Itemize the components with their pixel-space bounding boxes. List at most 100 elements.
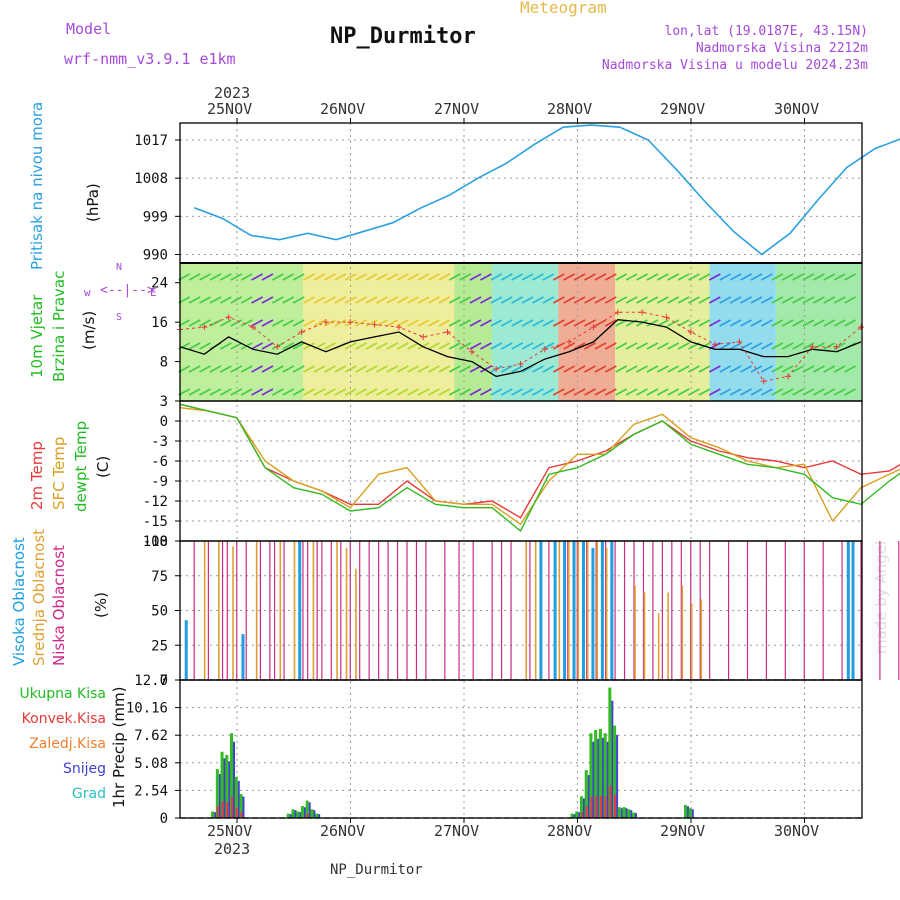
wind-barb	[573, 365, 586, 373]
wind-barb	[417, 273, 430, 281]
compass-w: w	[84, 286, 91, 299]
precip-snow-bar	[611, 700, 614, 818]
cloud-high-bar	[241, 634, 245, 680]
wind-barb	[386, 319, 399, 327]
precip-snow-bar	[578, 812, 581, 818]
wind-barb	[500, 342, 513, 350]
wind-barb	[646, 388, 659, 396]
cloud-high-bar	[600, 541, 604, 680]
precip-total-bar	[575, 811, 579, 818]
precip-total-bar	[296, 811, 300, 818]
precip-conv-bar	[604, 796, 607, 818]
wind-barb	[500, 365, 513, 373]
wind-speed-line	[179, 319, 862, 378]
wind-barb	[209, 273, 222, 281]
wind-barb	[792, 296, 804, 304]
wind-barb	[230, 319, 243, 327]
wind-barb	[844, 365, 856, 373]
wind-gust-marker	[274, 343, 281, 350]
wind-barb	[740, 296, 752, 304]
wind-barb	[604, 273, 617, 281]
precip-snow-bar	[237, 780, 240, 818]
wind-barb	[240, 273, 253, 281]
wind-barb	[802, 319, 815, 327]
wind-barb	[438, 296, 451, 304]
precip-total-bar	[220, 751, 224, 818]
wind-barb	[313, 388, 326, 396]
panel-background	[180, 123, 862, 263]
wind-barb	[355, 296, 367, 304]
wind-barb	[844, 296, 856, 304]
wind-barb	[271, 319, 284, 327]
wind-barb	[251, 342, 263, 350]
wind-barb	[407, 319, 420, 327]
wind-barb	[199, 388, 211, 396]
wind-barb	[261, 273, 274, 281]
wind-barb	[760, 388, 773, 396]
wind-barb	[188, 365, 201, 373]
wind-barb	[604, 365, 617, 373]
precip-snow-bar	[616, 734, 619, 818]
wind-barb	[303, 365, 315, 373]
precip-snow-bar	[214, 812, 217, 818]
wind-barb	[188, 319, 201, 327]
wind-barb	[438, 388, 451, 396]
wind-barb	[677, 273, 690, 281]
wind-barb	[594, 388, 607, 396]
wind-gust-marker	[420, 333, 427, 340]
wind-barb	[781, 273, 794, 281]
model-label: Model	[66, 20, 112, 38]
wind-barb	[604, 319, 617, 327]
wind-barb	[230, 365, 243, 373]
wind-barb	[324, 365, 336, 373]
wind-barb	[521, 388, 534, 396]
wind-barb	[833, 365, 846, 373]
precip-snow-bar	[313, 810, 316, 818]
wind-gust-marker	[639, 309, 646, 316]
wind-barb	[459, 365, 472, 373]
wind-barb	[740, 388, 752, 396]
precip-conv-bar	[235, 807, 238, 818]
precip-total-bar	[613, 725, 617, 818]
wind-barb	[417, 342, 430, 350]
compass-arrows: <--|-->	[100, 283, 155, 298]
wind-barb	[230, 296, 243, 304]
wind-barb	[688, 273, 700, 281]
footer-station: NP_Durmitor	[330, 862, 423, 878]
wind-gust-marker	[760, 378, 767, 385]
wind-barb	[760, 319, 773, 327]
precip-snow-bar	[582, 798, 585, 818]
wind-barb	[521, 365, 534, 373]
wind-barb	[438, 273, 451, 281]
wind-barb	[344, 273, 357, 281]
year-bottom: 2023	[214, 840, 251, 858]
wind-barb	[740, 342, 752, 350]
wind-barb	[417, 296, 430, 304]
wind-barb	[698, 273, 711, 281]
wind-barb	[219, 319, 232, 327]
wind-barb	[604, 388, 617, 396]
wind-barb	[376, 296, 388, 304]
temp-tick-label: -6	[151, 454, 168, 470]
cloud-tick-label: 50	[151, 604, 168, 620]
wind-barb	[386, 273, 399, 281]
wind-barb	[469, 365, 482, 373]
wind-barb	[760, 365, 773, 373]
precip-tick-label: 7.62	[134, 728, 168, 744]
day-label-bottom: 30NOV	[774, 822, 820, 840]
cloud-high-bar	[846, 541, 850, 680]
wind-barb	[532, 319, 544, 327]
wind-barb	[719, 296, 732, 304]
cloud-high-bar	[553, 541, 557, 680]
wind-gust-marker	[347, 319, 354, 326]
wind-color-band	[180, 263, 303, 401]
wind-barb	[282, 342, 295, 350]
wind-barb	[469, 342, 482, 350]
wind-barb	[448, 365, 461, 373]
precip-tick-label: 10.16	[126, 701, 168, 717]
wind-barb	[292, 296, 305, 304]
wind-barb	[667, 319, 680, 327]
wind-barb	[604, 296, 617, 304]
wind-gust-marker	[395, 324, 402, 331]
wind-barb	[625, 273, 638, 281]
